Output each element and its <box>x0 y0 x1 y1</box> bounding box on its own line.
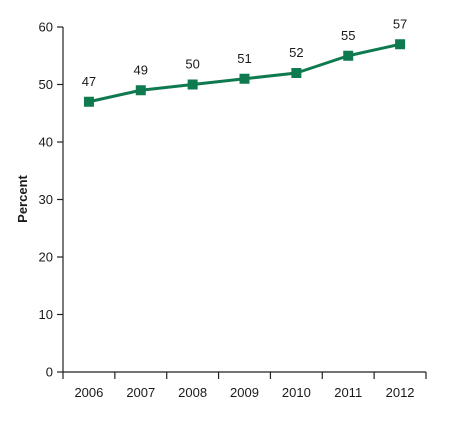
axes: 0 10 20 30 40 50 60 2006 2007 2008 2009 2010 2011 201… <box>39 20 427 400</box>
x-tick-label: 2012 <box>386 385 415 400</box>
x-tick-label: 2011 <box>334 385 362 400</box>
data-label: 51 <box>237 51 251 66</box>
x-tick-label: 2010 <box>282 385 311 400</box>
y-tick-label: 10 <box>39 307 53 322</box>
y-tick-label: 40 <box>39 135 53 150</box>
data-point-marker <box>343 50 354 61</box>
data-point-marker <box>83 96 94 107</box>
y-tick-label: 30 <box>39 192 53 207</box>
data-point-marker <box>187 79 198 90</box>
data-label: 50 <box>185 57 199 72</box>
y-tick-label: 0 <box>46 365 53 380</box>
y-tick-label: 50 <box>39 77 53 92</box>
data-point-marker <box>291 68 302 78</box>
data-labels: 47 49 50 51 52 55 57 <box>82 16 408 89</box>
data-series <box>83 39 406 107</box>
y-axis-title: Percent <box>15 174 30 222</box>
data-label: 55 <box>341 28 355 43</box>
data-label: 47 <box>82 74 96 89</box>
data-point-marker <box>135 85 146 96</box>
data-label: 52 <box>289 45 303 60</box>
y-tick-label: 60 <box>39 20 53 35</box>
x-tick-label: 2009 <box>230 385 259 400</box>
x-tick-label: 2007 <box>126 385 155 400</box>
x-tick-label: 2008 <box>178 385 207 400</box>
x-tick-label: 2006 <box>74 385 103 400</box>
y-tick-label: 20 <box>39 250 53 265</box>
data-label: 49 <box>134 62 148 77</box>
data-point-marker <box>239 73 250 84</box>
data-label: 57 <box>393 16 407 31</box>
data-point-marker <box>395 39 406 50</box>
